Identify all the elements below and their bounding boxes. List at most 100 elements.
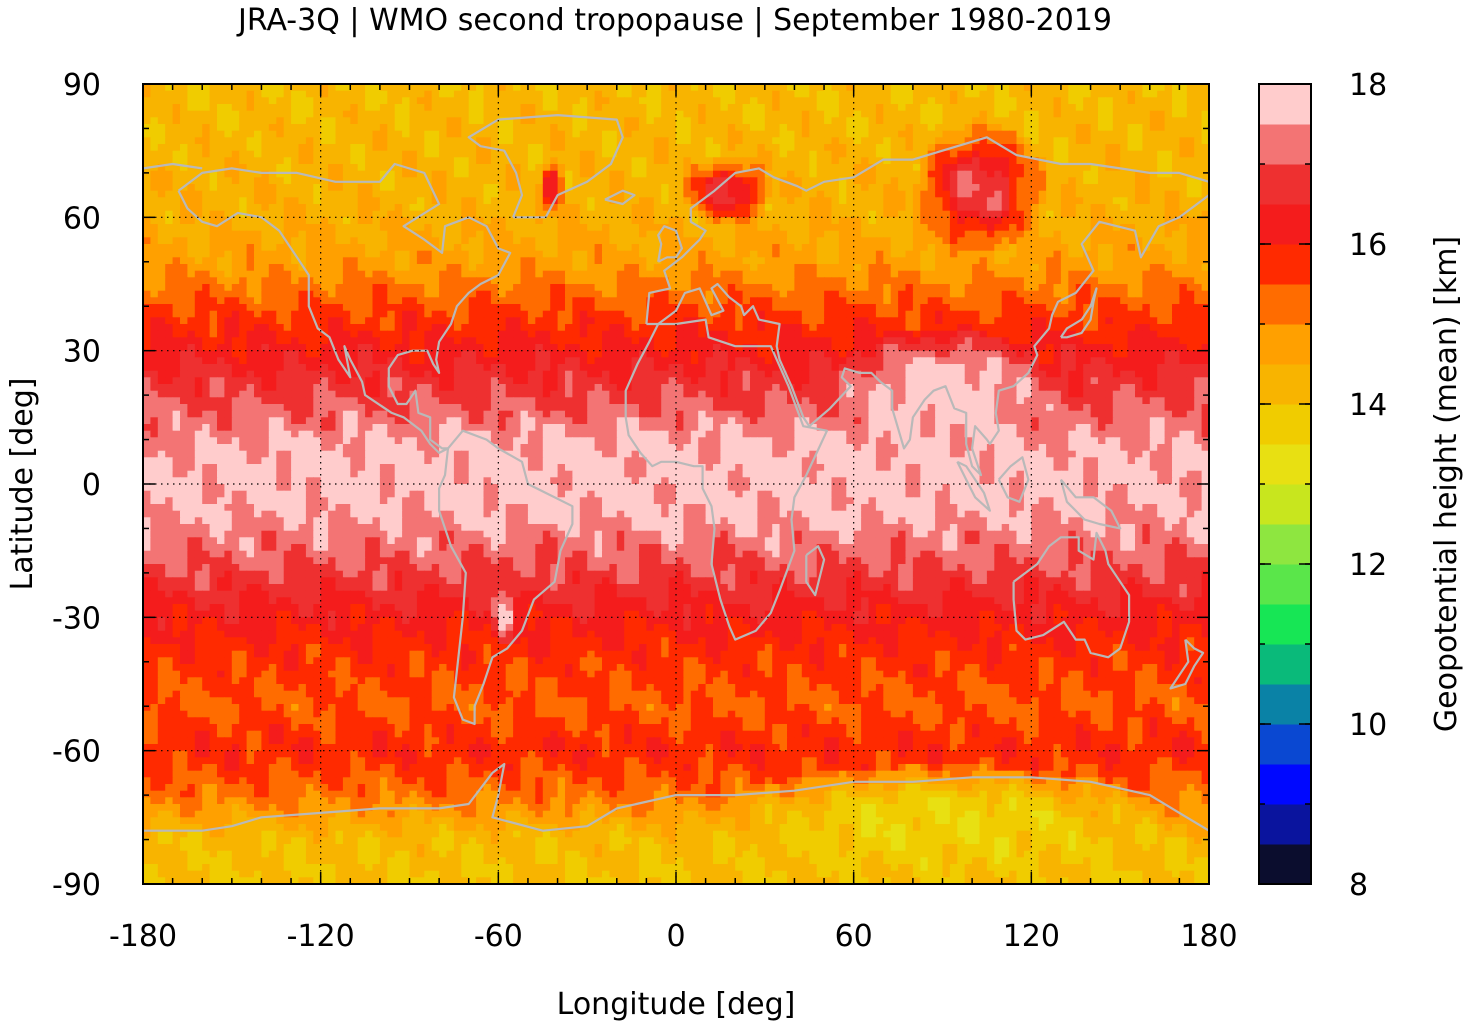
field-cell bbox=[1127, 257, 1136, 265]
field-cell bbox=[379, 184, 388, 192]
field-cell bbox=[387, 250, 396, 258]
field-cell bbox=[713, 144, 721, 152]
field-cell bbox=[1075, 217, 1084, 225]
field-cell bbox=[320, 270, 329, 278]
field-cell bbox=[268, 204, 277, 212]
field-cell bbox=[1105, 97, 1114, 105]
field-cell bbox=[291, 184, 300, 192]
field-cell bbox=[431, 97, 440, 105]
field-cell bbox=[483, 244, 492, 252]
field-cell bbox=[453, 204, 462, 212]
field-cell bbox=[979, 164, 988, 172]
field-cell bbox=[942, 257, 951, 265]
field-cell bbox=[261, 310, 270, 318]
field-cell bbox=[224, 230, 233, 238]
field-cell bbox=[387, 97, 396, 105]
field-cell bbox=[150, 137, 159, 145]
field-cell bbox=[194, 264, 203, 272]
field-cell bbox=[254, 230, 262, 238]
field-cell bbox=[498, 230, 507, 238]
field-cell bbox=[565, 90, 573, 98]
field-cell bbox=[1009, 170, 1018, 178]
field-cell bbox=[498, 257, 507, 265]
field-cell bbox=[764, 164, 773, 172]
field-cell bbox=[801, 270, 810, 278]
field-cell bbox=[1083, 210, 1092, 218]
field-cell bbox=[1090, 84, 1099, 92]
field-cell bbox=[868, 224, 877, 232]
field-cell bbox=[898, 244, 907, 252]
field-cell bbox=[602, 244, 610, 252]
field-cell bbox=[668, 110, 677, 118]
field-cell bbox=[653, 144, 662, 152]
field-cell bbox=[816, 270, 825, 278]
field-cell bbox=[935, 144, 944, 152]
field-cell bbox=[1090, 210, 1099, 218]
field-cell bbox=[1112, 190, 1121, 198]
field-cell bbox=[1135, 304, 1143, 312]
field-cell bbox=[801, 310, 810, 318]
field-cell bbox=[735, 137, 744, 145]
field-cell bbox=[535, 284, 544, 292]
field-cell bbox=[335, 90, 344, 98]
field-cell bbox=[890, 164, 899, 172]
field-cell bbox=[490, 104, 499, 112]
field-cell bbox=[742, 110, 751, 118]
field-cell bbox=[824, 190, 833, 198]
field-cell bbox=[1016, 177, 1025, 185]
field-cell bbox=[1090, 137, 1099, 145]
field-cell bbox=[935, 190, 944, 198]
field-cell bbox=[1053, 264, 1062, 272]
field-cell bbox=[1083, 284, 1092, 292]
field-cell bbox=[742, 210, 751, 218]
field-cell bbox=[365, 270, 374, 278]
field-cell bbox=[1098, 177, 1106, 185]
field-cell bbox=[535, 297, 544, 305]
field-cell bbox=[150, 210, 159, 218]
field-cell bbox=[720, 237, 729, 245]
field-cell bbox=[750, 310, 758, 318]
field-cell bbox=[505, 150, 514, 158]
field-cell bbox=[520, 124, 529, 132]
field-cell bbox=[202, 297, 211, 305]
field-cell bbox=[572, 197, 581, 205]
field-cell bbox=[498, 217, 507, 225]
field-cell bbox=[150, 230, 159, 238]
field-cell bbox=[165, 224, 174, 232]
field-cell bbox=[231, 197, 240, 205]
field-cell bbox=[409, 190, 418, 198]
field-cell bbox=[446, 170, 455, 178]
field-cell bbox=[1164, 84, 1173, 92]
field-cell bbox=[387, 204, 396, 212]
field-cell bbox=[416, 110, 425, 118]
field-cell bbox=[246, 197, 255, 205]
field-cell bbox=[431, 144, 440, 152]
field-cell bbox=[964, 170, 973, 178]
field-cell bbox=[898, 297, 907, 305]
field-cell bbox=[424, 117, 433, 125]
field-cell bbox=[905, 304, 914, 312]
field-cell bbox=[409, 264, 418, 272]
field-cell bbox=[964, 277, 973, 285]
field-cell bbox=[261, 130, 270, 138]
field-cell bbox=[690, 84, 699, 92]
field-cell bbox=[853, 217, 862, 225]
field-cell bbox=[986, 244, 995, 252]
field-cell bbox=[853, 270, 862, 278]
field-cell bbox=[1105, 304, 1114, 312]
field-cell bbox=[1194, 124, 1203, 132]
field-cell bbox=[320, 117, 329, 125]
field-cell bbox=[217, 297, 225, 305]
field-cell bbox=[949, 197, 958, 205]
field-cell bbox=[328, 210, 337, 218]
field-cell bbox=[1068, 124, 1077, 132]
field-cell bbox=[838, 150, 847, 158]
field-cell bbox=[498, 290, 507, 298]
field-cell bbox=[1098, 244, 1106, 252]
field-cell bbox=[1060, 104, 1069, 112]
field-cell bbox=[1194, 290, 1203, 298]
field-cell bbox=[616, 237, 625, 245]
field-cell bbox=[772, 244, 781, 252]
field-cell bbox=[846, 184, 855, 192]
field-cell bbox=[513, 217, 522, 225]
